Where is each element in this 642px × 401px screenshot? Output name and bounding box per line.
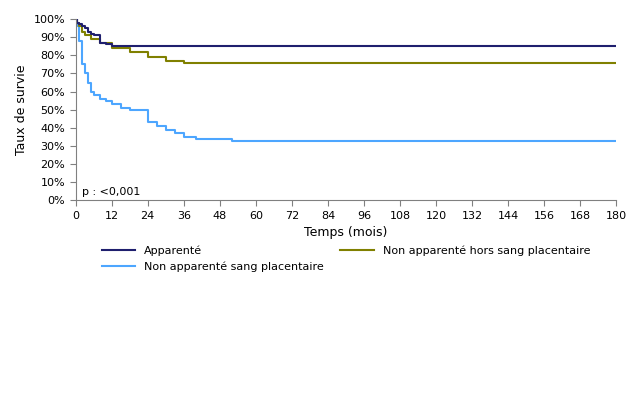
- Non apparenté hors sang placentaire: [288, 60, 296, 65]
- Apparenté: [78, 22, 85, 27]
- Non apparenté hors sang placentaire: [87, 36, 94, 41]
- Non apparenté hors sang placentaire: [72, 16, 80, 21]
- Non apparenté sang placentaire: [204, 136, 212, 141]
- Line: Non apparenté hors sang placentaire: Non apparenté hors sang placentaire: [76, 19, 616, 63]
- Non apparenté hors sang placentaire: [81, 33, 89, 38]
- Non apparenté hors sang placentaire: [612, 60, 620, 65]
- Apparenté: [108, 42, 116, 47]
- Non apparenté hors sang placentaire: [96, 36, 103, 41]
- Non apparenté hors sang placentaire: [180, 60, 187, 65]
- Apparenté: [90, 33, 98, 38]
- Apparenté: [612, 44, 620, 49]
- Non apparenté hors sang placentaire: [73, 20, 81, 25]
- Apparenté: [288, 44, 296, 49]
- Apparenté: [83, 29, 91, 34]
- Non apparenté hors sang placentaire: [96, 40, 103, 45]
- Apparenté: [73, 16, 81, 21]
- Non apparenté hors sang placentaire: [126, 46, 134, 51]
- Apparenté: [72, 16, 80, 21]
- Non apparenté hors sang placentaire: [180, 58, 187, 63]
- Non apparenté hors sang placentaire: [74, 24, 82, 28]
- Non apparenté hors sang placentaire: [87, 33, 94, 38]
- Non apparenté sang placentaire: [612, 138, 620, 143]
- Apparenté: [81, 26, 89, 30]
- Non apparenté hors sang placentaire: [162, 55, 169, 59]
- X-axis label: Temps (mois): Temps (mois): [304, 227, 388, 239]
- Line: Apparenté: Apparenté: [76, 19, 616, 46]
- Apparenté: [74, 20, 82, 25]
- Non apparenté sang placentaire: [126, 107, 134, 112]
- Non apparenté sang placentaire: [72, 16, 80, 21]
- Apparenté: [90, 31, 98, 36]
- Apparenté: [87, 29, 94, 34]
- Non apparenté hors sang placentaire: [108, 46, 116, 51]
- Line: Non apparenté sang placentaire: Non apparenté sang placentaire: [76, 19, 616, 141]
- Legend: Apparenté, Non apparenté sang placentaire, Non apparenté hors sang placentaire: Apparenté, Non apparenté sang placentair…: [98, 241, 594, 277]
- Non apparenté hors sang placentaire: [612, 60, 620, 65]
- Apparenté: [612, 44, 620, 49]
- Apparenté: [96, 33, 103, 38]
- Non apparenté sang placentaire: [74, 24, 82, 28]
- Text: p : <0,001: p : <0,001: [82, 187, 140, 197]
- Apparenté: [74, 22, 82, 27]
- Apparenté: [73, 20, 81, 25]
- Apparenté: [78, 24, 85, 28]
- Apparenté: [96, 40, 103, 45]
- Non apparenté hors sang placentaire: [78, 24, 85, 28]
- Non apparenté sang placentaire: [192, 136, 200, 141]
- Apparenté: [81, 24, 89, 28]
- Non apparenté hors sang placentaire: [73, 16, 81, 21]
- Non apparenté hors sang placentaire: [162, 58, 169, 63]
- Non apparenté hors sang placentaire: [81, 29, 89, 34]
- Non apparenté hors sang placentaire: [74, 20, 82, 25]
- Non apparenté hors sang placentaire: [144, 49, 152, 54]
- Apparenté: [108, 44, 116, 49]
- Apparenté: [102, 42, 110, 47]
- Non apparenté hors sang placentaire: [108, 40, 116, 45]
- Apparenté: [83, 26, 91, 30]
- Apparenté: [87, 31, 94, 36]
- Non apparenté sang placentaire: [73, 24, 81, 28]
- Apparenté: [102, 40, 110, 45]
- Non apparenté hors sang placentaire: [144, 55, 152, 59]
- Y-axis label: Taux de survie: Taux de survie: [15, 65, 28, 155]
- Non apparenté hors sang placentaire: [126, 49, 134, 54]
- Non apparenté hors sang placentaire: [78, 29, 85, 34]
- Non apparenté sang placentaire: [96, 93, 103, 97]
- Non apparenté sang placentaire: [228, 138, 236, 143]
- Non apparenté hors sang placentaire: [288, 60, 296, 65]
- Apparenté: [288, 44, 296, 49]
